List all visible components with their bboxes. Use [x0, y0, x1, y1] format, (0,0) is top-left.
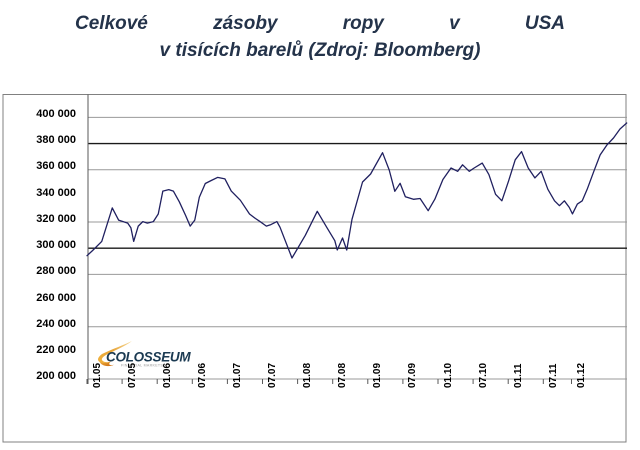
svg-text:COLOSSEUM: COLOSSEUM — [106, 350, 191, 365]
